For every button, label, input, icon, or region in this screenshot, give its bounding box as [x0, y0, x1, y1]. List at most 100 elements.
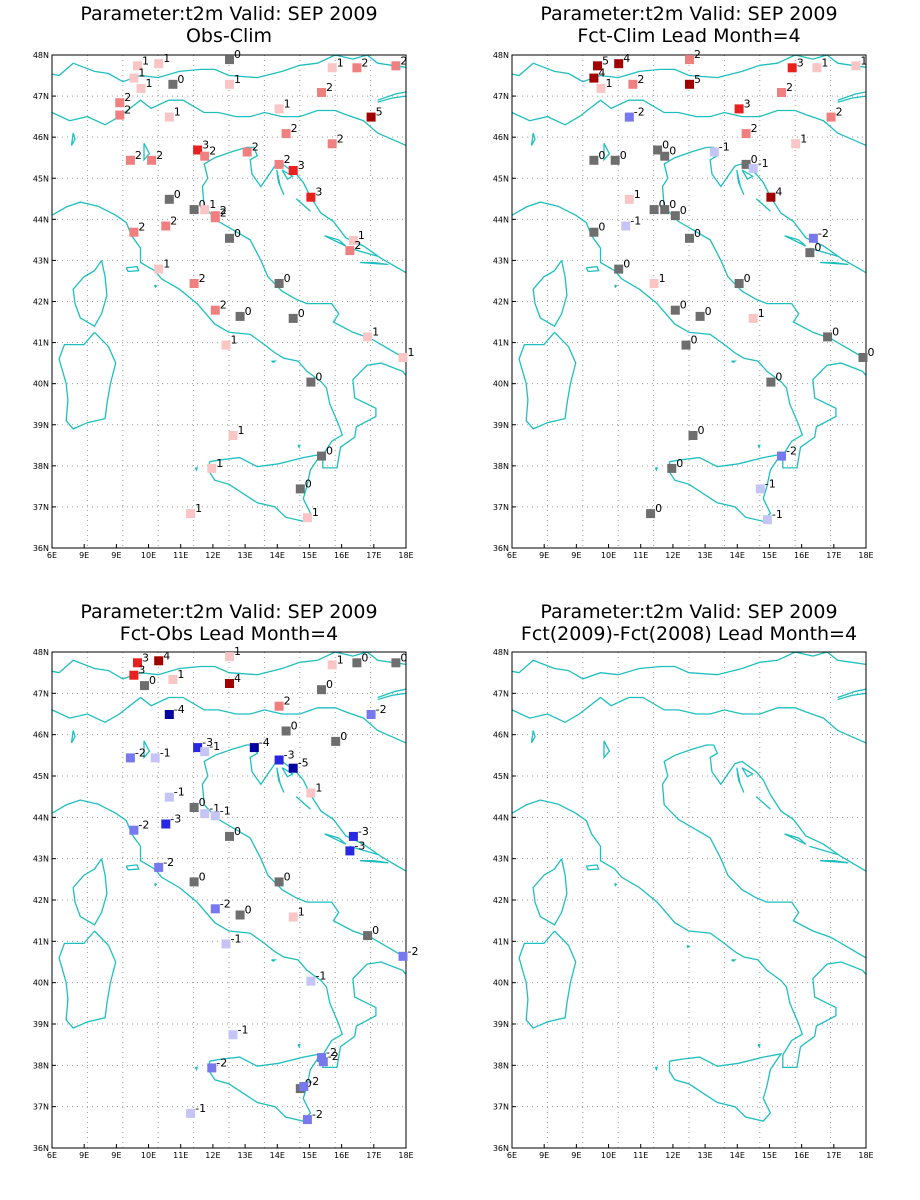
- station-marker: [115, 110, 125, 120]
- station-value-label: 1: [209, 198, 216, 211]
- lat-tick-label: 38N: [493, 462, 509, 471]
- station-marker: [228, 1030, 238, 1040]
- station-marker: [274, 701, 284, 711]
- station-marker: [225, 79, 234, 89]
- station-marker: [129, 670, 139, 680]
- coastline-egadi: [654, 467, 659, 472]
- station-marker: [777, 88, 786, 97]
- lon-tick-label: 14E: [730, 551, 745, 560]
- station-value-label: 1: [758, 307, 765, 320]
- coastline-elba: [125, 864, 140, 871]
- station-value-label: 0: [361, 651, 368, 664]
- station-marker: [589, 155, 599, 165]
- coastline-sardinia: [58, 331, 117, 430]
- coastline-alpsSouth: [52, 696, 406, 744]
- lon-tick-label: 12E: [205, 551, 220, 560]
- coastline-liparia: [757, 1044, 761, 1049]
- lon-tick-label: 9E: [111, 551, 121, 560]
- station-value-label: 1: [163, 52, 170, 65]
- station-value-label: -2: [408, 945, 419, 958]
- station-marker: [670, 305, 680, 315]
- station-marker: [327, 139, 337, 149]
- station-marker: [366, 112, 376, 122]
- station-value-label: -3: [202, 736, 213, 749]
- coastline-cres: [276, 169, 285, 195]
- station-value-label: 2: [637, 73, 644, 86]
- station-marker: [660, 151, 670, 161]
- coastline-krk: [281, 169, 295, 180]
- station-value-label: 5: [602, 54, 609, 67]
- coastline-elba: [585, 864, 600, 871]
- coastline-lakeMagg: [530, 730, 536, 744]
- coastline-italy: [512, 55, 866, 83]
- station-marker: [695, 311, 705, 321]
- station-marker: [755, 484, 765, 494]
- lat-tick-label: 44N: [493, 813, 509, 822]
- station-marker: [762, 515, 772, 525]
- station-marker: [200, 809, 210, 819]
- station-value-label: 2: [291, 122, 298, 135]
- lat-tick-label: 43N: [493, 256, 509, 265]
- station-value-label: 2: [252, 141, 259, 154]
- station-marker: [681, 340, 691, 350]
- coastline-adriaticW: [201, 146, 406, 360]
- lat-tick-label: 41N: [493, 339, 509, 348]
- station-value-label: 4: [623, 52, 630, 65]
- lat-tick-label: 45N: [33, 772, 49, 781]
- lon-tick-label: 9E: [79, 551, 89, 560]
- station-value-label: 1: [174, 106, 181, 119]
- station-marker: [288, 763, 298, 773]
- coastline-adriaticE: [709, 147, 866, 274]
- coastline: [52, 55, 406, 523]
- lon-tick-label: 17E: [366, 551, 381, 560]
- station-value-label: 0: [284, 870, 291, 883]
- station-value-label: 4: [163, 649, 170, 662]
- lat-tick-label: 37N: [33, 1103, 49, 1112]
- station-value-label: 0: [174, 188, 181, 201]
- station-marker: [161, 221, 171, 231]
- lon-tick-label: 10E: [601, 1151, 616, 1160]
- grid-lines: [512, 652, 866, 1148]
- station-marker: [805, 248, 815, 258]
- lat-tick-label: 46N: [493, 133, 509, 142]
- coastline-lakeMagg: [530, 132, 536, 146]
- station-marker: [685, 79, 694, 89]
- lat-tick-label: 37N: [33, 503, 49, 512]
- coastline-islands2: [324, 235, 347, 247]
- station-marker: [154, 264, 164, 274]
- coastline-islands3: [809, 845, 838, 856]
- map-panel-4: Parameter:t2m Valid: SEP 2009Fct(2009)-F…: [493, 601, 874, 1160]
- station-value-label: 2: [284, 153, 291, 166]
- coastline-cres: [736, 767, 745, 793]
- lat-tick-label: 46N: [33, 731, 49, 740]
- station-value-label: 2: [220, 206, 227, 219]
- station-marker: [147, 155, 157, 165]
- station-marker: [189, 877, 199, 887]
- station-marker: [281, 129, 291, 139]
- station-marker: [242, 147, 252, 157]
- station-value-label: -3: [358, 825, 369, 838]
- station-marker: [306, 976, 316, 986]
- station-marker: [189, 803, 199, 812]
- station-marker: [734, 104, 744, 114]
- lon-tick-label: 16E: [794, 551, 809, 560]
- station-marker: [653, 145, 663, 155]
- station-marker: [302, 1115, 312, 1125]
- station-value-label: -2: [326, 1046, 337, 1059]
- station-value-label: 0: [751, 153, 758, 166]
- coastline-tuscanIsl: [154, 882, 158, 887]
- station-value-label: 1: [800, 132, 807, 145]
- lat-tick-label: 36N: [33, 544, 49, 553]
- station-value-label: -2: [220, 897, 231, 910]
- station-value-label: 2: [170, 215, 177, 228]
- station-marker: [193, 743, 203, 753]
- station-value-label: 0: [868, 346, 875, 359]
- station-value-label: -1: [315, 970, 326, 983]
- station-marker: [624, 194, 634, 204]
- station-marker: [288, 912, 298, 922]
- station-value-label: 1: [234, 645, 241, 658]
- station-value-label: 0: [234, 48, 241, 61]
- coastline-islands1: [295, 796, 311, 810]
